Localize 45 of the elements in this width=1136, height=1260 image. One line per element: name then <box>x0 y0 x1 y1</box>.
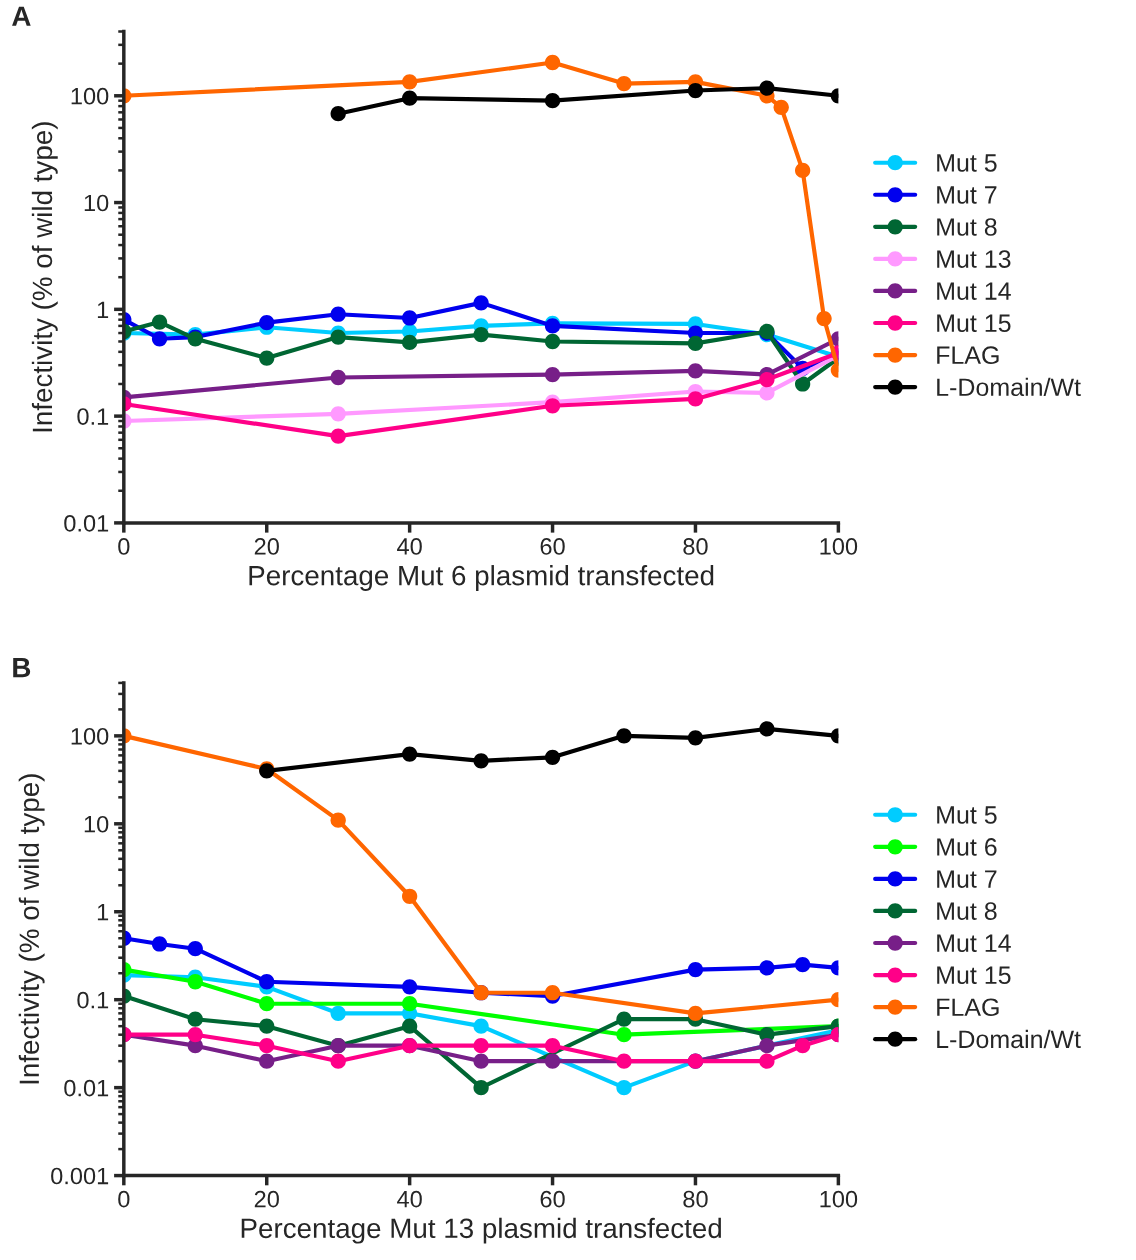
x-tick-label: 100 <box>820 1190 858 1208</box>
legend-label: FLAG <box>937 346 999 365</box>
legend-label: Mut 15 <box>937 314 1011 332</box>
x-tick-label: 20 <box>254 538 279 555</box>
x-tick-label: 80 <box>683 538 708 555</box>
x-tick-label: 20 <box>254 1190 279 1208</box>
y-tick-label: 0.1 <box>77 991 109 1009</box>
x-tick-label: 0 <box>118 1190 130 1208</box>
y-tick-label: 0.1 <box>77 408 109 425</box>
legend-label: Mut 13 <box>937 250 1011 268</box>
x-tick-label: 40 <box>397 1190 422 1208</box>
y-tick-label: 10 <box>84 194 109 212</box>
x-tick-label: 100 <box>820 538 858 555</box>
y-tick-label: 1 <box>97 301 109 318</box>
legend-label: Mut 14 <box>937 934 1011 952</box>
y-tick-label: 0.001 <box>51 1167 109 1185</box>
legend-label: L-Domain/Wt <box>937 377 1081 397</box>
y-axis-title: Infectivity (% of wild type) <box>31 122 58 432</box>
x-tick-label: 80 <box>683 1190 708 1208</box>
text: A <box>12 6 31 26</box>
legend-label: Mut 5 <box>937 154 997 172</box>
y-tick-label: 100 <box>71 727 109 745</box>
legend-label: Mut 8 <box>937 218 997 236</box>
x-tick-label: 0 <box>118 538 130 555</box>
x-tick-label: 40 <box>397 538 422 555</box>
x-axis-title: Percentage Mut 6 plasmid transfected <box>249 565 714 591</box>
x-axis-title: Percentage Mut 13 plasmid transfected <box>241 1217 721 1244</box>
y-tick-label: 1 <box>97 904 109 921</box>
y-tick-label: 10 <box>84 815 109 833</box>
y-axis-title: Infectivity (% of wild type) <box>18 774 45 1084</box>
legend-label: FLAG <box>937 998 999 1017</box>
x-tick-label: 60 <box>540 538 565 555</box>
y-tick-label: 0.01 <box>64 514 109 532</box>
legend-label: Mut 6 <box>937 838 997 856</box>
y-tick-label: 0.01 <box>64 1079 109 1097</box>
legend-label: Mut 7 <box>937 870 997 888</box>
legend-label: Mut 15 <box>937 966 1011 985</box>
legend-label: Mut 7 <box>937 186 997 204</box>
legend-label: Mut 5 <box>937 806 997 824</box>
legend-label: Mut 14 <box>937 282 1011 300</box>
text: B <box>13 658 31 678</box>
y-tick-label: 100 <box>71 87 109 105</box>
x-tick-label: 60 <box>540 1190 565 1208</box>
legend-label: Mut 8 <box>937 902 997 920</box>
legend-label: L-Domain/Wt <box>937 1029 1081 1049</box>
